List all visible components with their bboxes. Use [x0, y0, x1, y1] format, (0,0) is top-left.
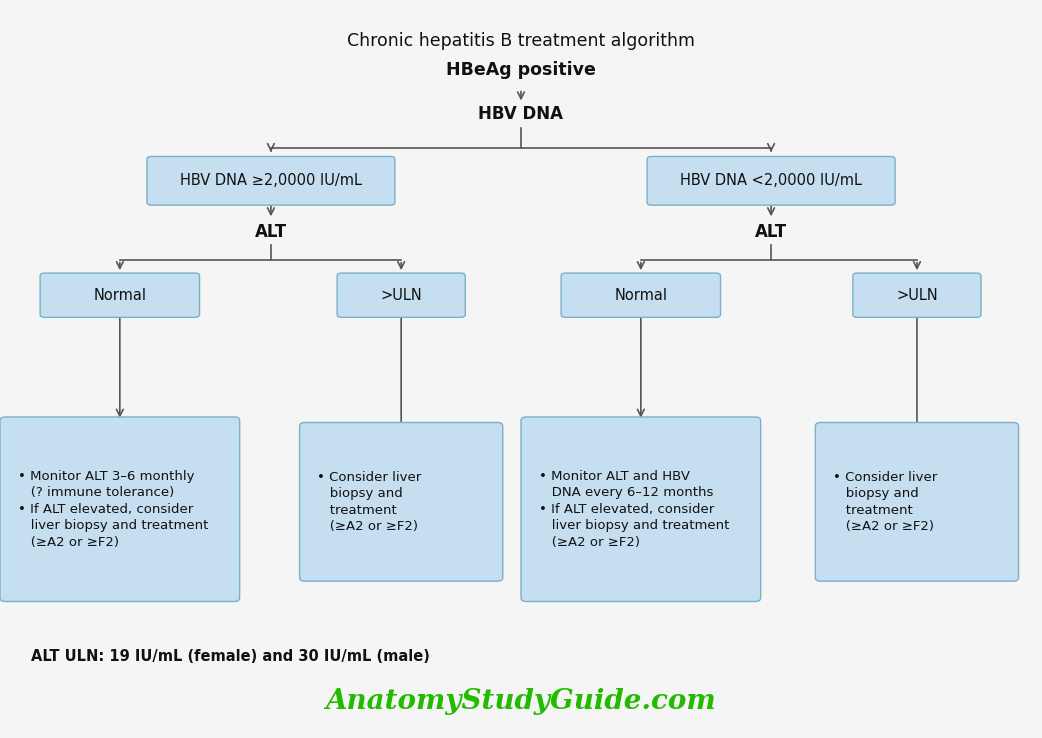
FancyBboxPatch shape: [40, 273, 200, 317]
FancyBboxPatch shape: [561, 273, 721, 317]
FancyBboxPatch shape: [647, 156, 895, 205]
Text: Normal: Normal: [94, 288, 146, 303]
Text: ALT: ALT: [755, 224, 787, 241]
FancyBboxPatch shape: [147, 156, 395, 205]
Text: HBeAg positive: HBeAg positive: [446, 61, 596, 79]
Text: >ULN: >ULN: [380, 288, 422, 303]
Text: HBV DNA <2,0000 IU/mL: HBV DNA <2,0000 IU/mL: [680, 173, 862, 188]
Text: ALT ULN: 19 IU/mL (female) and 30 IU/mL (male): ALT ULN: 19 IU/mL (female) and 30 IU/mL …: [31, 649, 430, 664]
Text: • Monitor ALT 3–6 monthly
   (? immune tolerance)
• If ALT elevated, consider
  : • Monitor ALT 3–6 monthly (? immune tole…: [18, 469, 208, 549]
Text: • Consider liver
   biopsy and
   treatment
   (≥A2 or ≥F2): • Consider liver biopsy and treatment (≥…: [833, 471, 938, 533]
FancyBboxPatch shape: [337, 273, 465, 317]
Text: AnatomyStudyGuide.com: AnatomyStudyGuide.com: [325, 688, 717, 714]
FancyBboxPatch shape: [852, 273, 982, 317]
Text: ALT: ALT: [255, 224, 287, 241]
FancyBboxPatch shape: [0, 417, 240, 601]
Text: Chronic hepatitis B treatment algorithm: Chronic hepatitis B treatment algorithm: [347, 32, 695, 49]
Text: Normal: Normal: [615, 288, 667, 303]
Text: • Consider liver
   biopsy and
   treatment
   (≥A2 or ≥F2): • Consider liver biopsy and treatment (≥…: [317, 471, 422, 533]
Text: HBV DNA: HBV DNA: [478, 106, 564, 123]
FancyBboxPatch shape: [815, 422, 1019, 582]
Text: HBV DNA ≥2,0000 IU/mL: HBV DNA ≥2,0000 IU/mL: [180, 173, 362, 188]
FancyBboxPatch shape: [300, 422, 502, 582]
Text: • Monitor ALT and HBV
   DNA every 6–12 months
• If ALT elevated, consider
   li: • Monitor ALT and HBV DNA every 6–12 mon…: [539, 469, 729, 549]
Text: >ULN: >ULN: [896, 288, 938, 303]
FancyBboxPatch shape: [521, 417, 761, 601]
